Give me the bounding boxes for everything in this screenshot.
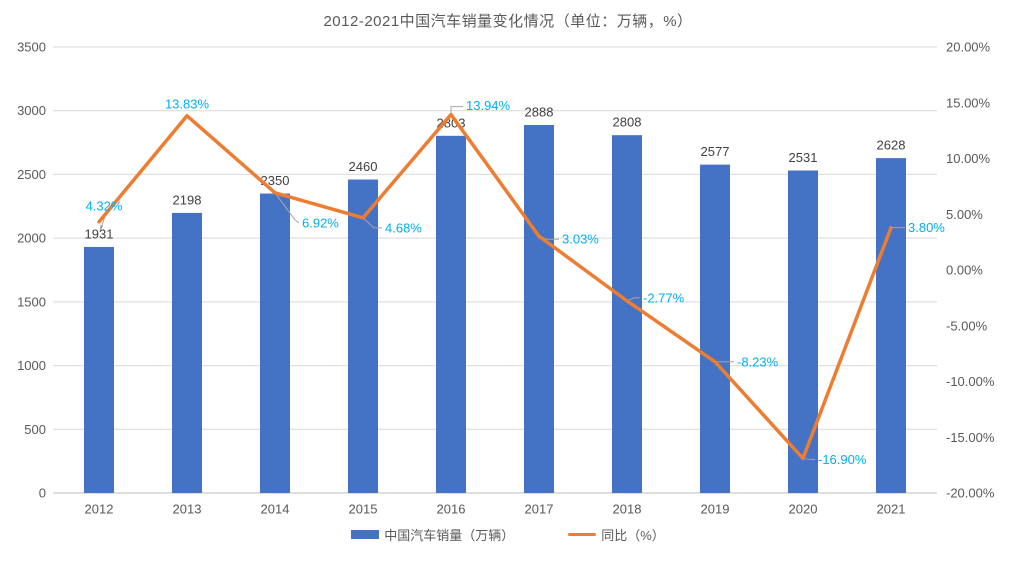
y2-axis-label: 0.00% — [946, 263, 983, 278]
y2-axis-label: -20.00% — [946, 486, 995, 501]
x-axis-label: 2020 — [789, 502, 818, 517]
yoy-point-label: 13.83% — [165, 96, 210, 111]
y-axis-label: 2500 — [17, 167, 46, 182]
legend-bar-label: 中国汽车销量（万辆） — [384, 528, 515, 543]
y-axis-label: 1000 — [17, 358, 46, 373]
x-axis-label: 2017 — [525, 502, 554, 517]
legend-line-swatch — [568, 532, 597, 537]
leader-line — [450, 106, 463, 115]
bar-2016 — [436, 135, 466, 493]
yoy-point-label: -8.23% — [737, 354, 779, 369]
bar-value-label: 2460 — [349, 159, 378, 174]
y2-axis-label: 20.00% — [946, 40, 991, 55]
yoy-point-label: 13.94% — [466, 98, 511, 113]
x-axis-label: 2015 — [349, 502, 378, 517]
bar-value-label: 2808 — [613, 115, 642, 130]
bar-value-label: 2198 — [173, 192, 202, 207]
legend-line-label: 同比（%） — [601, 528, 665, 543]
y-axis-label: 1500 — [17, 294, 46, 309]
bar-2017 — [524, 124, 554, 494]
leader-line — [274, 192, 300, 224]
leader-line — [362, 217, 382, 229]
x-axis-label: 2016 — [437, 502, 466, 517]
bar-2018 — [612, 135, 642, 493]
yoy-point-label: 3.03% — [562, 232, 599, 247]
yoy-point-label: -2.77% — [643, 290, 685, 305]
bar-2020 — [788, 170, 818, 494]
y-axis-label: 500 — [24, 422, 46, 437]
x-axis-label: 2021 — [877, 502, 906, 517]
yoy-line — [97, 112, 893, 461]
bar-2012 — [84, 246, 114, 493]
bar-2015 — [348, 179, 378, 494]
bar-value-label: 2628 — [877, 138, 906, 153]
bar-value-label: 1931 — [85, 226, 114, 241]
legend-bar-swatch — [351, 530, 380, 539]
y2-axis-label: -15.00% — [946, 430, 995, 445]
legend-item-sales: 中国汽车销量（万辆） — [351, 525, 514, 544]
x-axis-label: 2019 — [701, 502, 730, 517]
legend: 中国汽车销量（万辆） 同比（%） — [0, 525, 1016, 544]
y2-axis-label: 5.00% — [946, 207, 983, 222]
yoy-point-label: 3.80% — [908, 220, 945, 235]
leader-line — [626, 297, 640, 302]
y-axis-label: 2000 — [17, 231, 46, 246]
bar-2014 — [260, 193, 290, 494]
chart-title: 2012-2021中国汽车销量变化情况（单位：万辆，%） — [323, 13, 693, 30]
bar-2021 — [876, 158, 906, 493]
y-axis-label: 3000 — [17, 103, 46, 118]
bar-2013 — [172, 212, 202, 494]
x-axis-label: 2012 — [85, 502, 114, 517]
x-axis-label: 2018 — [613, 502, 642, 517]
y2-axis-label: 15.00% — [946, 95, 991, 110]
y-axis-label: 0 — [39, 486, 46, 501]
yoy-point-label: -16.90% — [818, 452, 867, 467]
bar-value-label: 2577 — [701, 144, 730, 159]
bar-value-label: 2531 — [789, 150, 818, 165]
bar-value-label: 2888 — [525, 104, 554, 119]
yoy-point-label: 4.68% — [385, 220, 422, 235]
legend-item-yoy: 同比（%） — [568, 525, 665, 544]
yoy-point-label: 4.32% — [86, 198, 123, 213]
bar-2019 — [700, 164, 730, 493]
x-axis-label: 2013 — [173, 502, 202, 517]
y-axis-label: 3500 — [17, 40, 46, 55]
yoy-point-label: 6.92% — [302, 215, 339, 230]
y2-axis-label: -5.00% — [946, 318, 988, 333]
x-axis-label: 2014 — [261, 502, 290, 517]
leader-line — [802, 457, 815, 460]
y2-axis-label: 10.00% — [946, 151, 991, 166]
leader-arrowhead — [99, 224, 104, 232]
y2-axis-label: -10.00% — [946, 374, 995, 389]
